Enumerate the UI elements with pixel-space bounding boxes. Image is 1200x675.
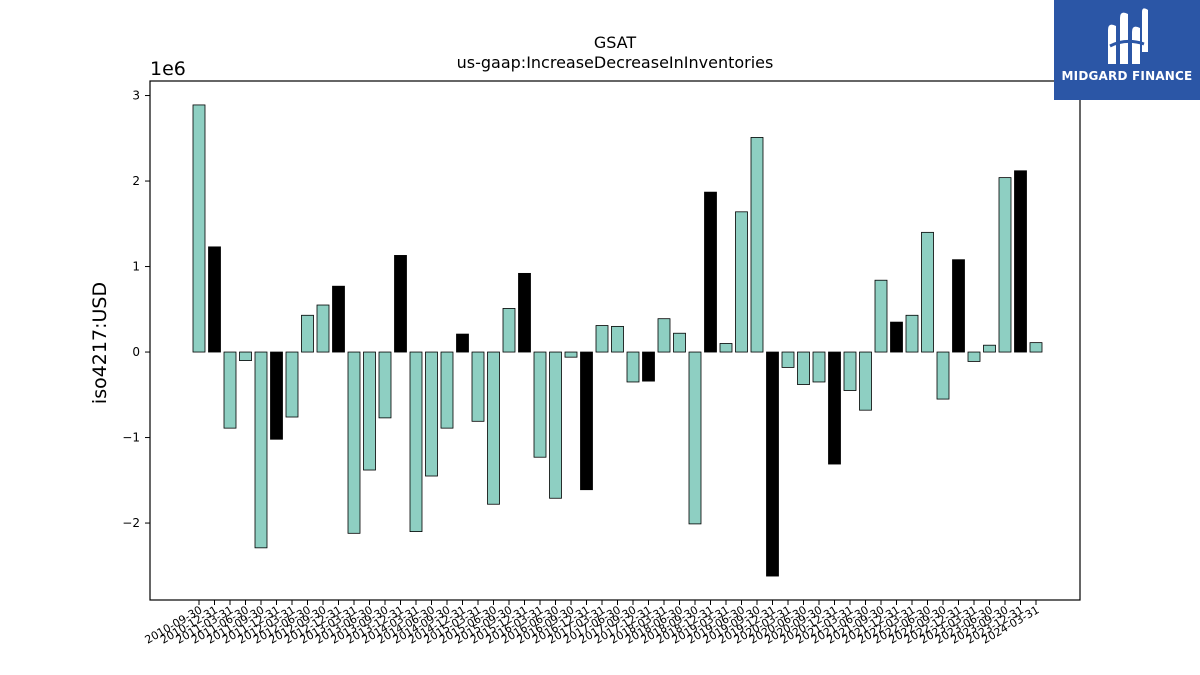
y-tick-label: −2	[122, 516, 140, 530]
bar-2020-06-30	[797, 351, 810, 385]
bar-2023-12-31	[1014, 170, 1027, 353]
bar-2018-12-31	[704, 191, 717, 353]
bar-2013-09-30	[378, 351, 392, 419]
y-tick-label: 2	[132, 174, 140, 188]
bar-2016-12-31	[580, 351, 593, 491]
bar-2021-03-31	[843, 351, 857, 391]
bar-2013-12-31	[394, 255, 407, 353]
bar-2022-06-30	[921, 231, 934, 353]
midgard-logo-icon	[1108, 8, 1148, 65]
bar-2013-03-31	[347, 351, 361, 534]
bar-2012-12-31	[332, 285, 345, 353]
bars-group	[192, 104, 1043, 577]
bar-2014-06-30	[425, 351, 438, 477]
bar-2016-06-30	[549, 351, 562, 499]
bar-2017-06-30	[611, 325, 624, 353]
chart-title: GSAT	[594, 33, 637, 52]
bar-2012-03-31	[285, 351, 299, 418]
y-axis-label: iso4217:USD	[89, 282, 111, 404]
bar-2015-03-31	[471, 351, 485, 422]
bar-2010-09-30	[192, 104, 206, 353]
brand-name: MIDGARD FINANCE	[1061, 69, 1193, 83]
bar-2019-09-30	[750, 137, 764, 353]
y-tick-label: 1	[132, 260, 140, 274]
bar-2019-12-31	[766, 351, 779, 577]
bar-2022-09-30	[936, 351, 950, 400]
bar-2018-09-30	[688, 351, 702, 525]
y-ticks-group: −2 −1 0 1 2 3	[122, 89, 150, 530]
bar-2012-06-30	[301, 314, 314, 353]
chart-subtitle: us-gaap:IncreaseDecreaseInInventories	[457, 53, 774, 72]
bar-2016-09-30	[564, 351, 578, 358]
bar-2023-03-31	[967, 351, 981, 362]
bar-2017-09-30	[626, 351, 640, 383]
bar-2011-03-31	[223, 351, 237, 429]
bar-2023-06-30	[983, 344, 996, 353]
bar-2012-09-30	[316, 304, 330, 353]
y-tick-label: 3	[132, 89, 140, 103]
bar-2022-03-31	[905, 314, 919, 353]
bar-2024-03-31	[1029, 342, 1043, 353]
bar-2013-06-30	[363, 351, 376, 471]
bar-2021-06-30	[859, 351, 872, 411]
bar-2014-12-31	[456, 333, 469, 353]
bar-2011-06-30	[239, 351, 252, 361]
bar-2016-03-31	[533, 351, 547, 458]
bar-2019-03-31	[719, 343, 733, 353]
bar-2011-09-30	[254, 351, 268, 549]
bar-2019-06-30	[735, 211, 748, 353]
y-tick-label: −1	[122, 431, 140, 445]
bar-2015-09-30	[502, 308, 516, 353]
brand-logo: MIDGARD FINANCE	[1054, 0, 1200, 100]
bar-2022-12-31	[952, 259, 965, 353]
bar-2014-09-30	[440, 351, 454, 429]
y-tick-label: 0	[132, 345, 140, 359]
bar-2015-06-30	[487, 351, 500, 505]
bar-2020-12-31	[828, 351, 841, 465]
y-multiplier-label: 1e6	[150, 58, 186, 80]
bar-2017-12-31	[642, 351, 655, 382]
bar-2021-12-31	[890, 321, 903, 353]
bar-2021-09-30	[874, 279, 888, 353]
bar-2010-12-31	[208, 246, 221, 353]
x-ticks-group: 2010-09-302010-12-312011-03-312011-06-30…	[143, 600, 1042, 647]
bar-2018-06-30	[673, 332, 686, 353]
bar-2015-12-31	[518, 272, 531, 353]
bar-2011-12-31	[270, 351, 283, 440]
bar-2017-03-31	[595, 325, 609, 353]
bar-2020-03-31	[781, 351, 795, 368]
bar-2020-09-30	[812, 351, 826, 383]
bar-2018-03-31	[657, 318, 671, 353]
bar-2023-09-30	[998, 177, 1012, 353]
plot-frame	[149, 80, 1081, 601]
bar-2014-03-31	[409, 351, 423, 533]
